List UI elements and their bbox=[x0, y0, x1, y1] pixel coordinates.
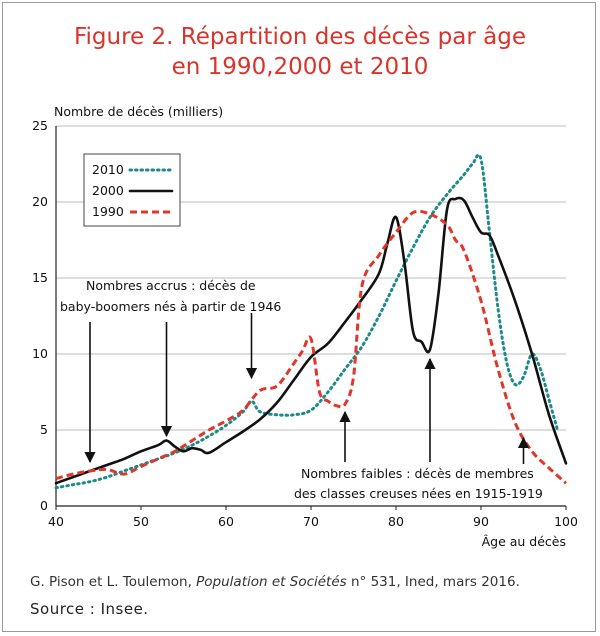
x-tick-label-100: 100 bbox=[554, 514, 578, 529]
source-line: Source : Insee. bbox=[30, 600, 149, 618]
annotation-2-line-1: Nombres faibles : décès de membres bbox=[301, 466, 534, 481]
annotation-1-line-2: baby-boomers nés à partir de 1946 bbox=[60, 299, 281, 314]
series-line-2010 bbox=[54, 153, 559, 490]
y-tick-label-10: 10 bbox=[32, 346, 48, 361]
y-tick-label-15: 15 bbox=[32, 270, 48, 285]
credit-author: G. Pison et L. Toulemon, bbox=[30, 574, 197, 590]
series-line-2000 bbox=[54, 196, 568, 485]
x-axis-label: Âge au décès bbox=[481, 534, 566, 549]
x-tick-label-60: 60 bbox=[218, 514, 234, 529]
credit-journal: Population et Sociétés bbox=[196, 574, 347, 590]
credit-line: G. Pison et L. Toulemon, Population et S… bbox=[30, 574, 520, 590]
legend-label-2000: 2000 bbox=[92, 183, 124, 198]
y-tick-label-5: 5 bbox=[40, 422, 48, 437]
figure-title-line-1: Figure 2. Répartition des décès par âge bbox=[73, 24, 526, 50]
x-tick-label-40: 40 bbox=[48, 514, 64, 529]
x-tick-label-70: 70 bbox=[303, 514, 319, 529]
x-tick-label-50: 50 bbox=[133, 514, 149, 529]
legend-label-1990: 1990 bbox=[92, 204, 124, 219]
y-tick-label-0: 0 bbox=[40, 498, 48, 513]
annotation-1-line-1: Nombres accrus : décès de bbox=[86, 278, 256, 293]
annotation-2-line-2: des classes creuses nées en 1915-1919 bbox=[294, 486, 543, 501]
figure-title-line-2: en 1990,2000 et 2010 bbox=[171, 54, 429, 80]
x-tick-label-90: 90 bbox=[473, 514, 489, 529]
y-axis-label: Nombre de décès (milliers) bbox=[54, 104, 224, 119]
x-tick-label-80: 80 bbox=[388, 514, 404, 529]
credit-rest: n° 531, Ined, mars 2016. bbox=[346, 574, 520, 590]
series-line-1990 bbox=[55, 209, 567, 485]
y-tick-label-25: 25 bbox=[32, 118, 48, 133]
y-tick-label-20: 20 bbox=[32, 194, 48, 209]
legend-label-2010: 2010 bbox=[92, 162, 124, 177]
